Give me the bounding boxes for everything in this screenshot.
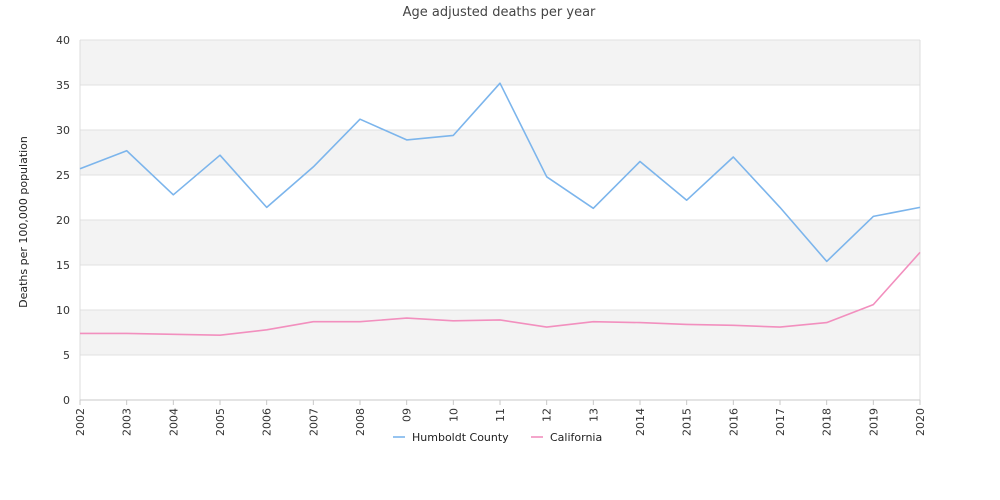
legend-label: Humboldt County [412, 431, 509, 444]
x-tick-label: 10 [447, 408, 460, 422]
x-tick-label: 2008 [354, 408, 367, 436]
y-tick-label: 15 [56, 259, 70, 272]
plot-band [80, 355, 920, 400]
x-tick-label: 2004 [167, 408, 180, 436]
plot-band [80, 40, 920, 85]
x-tick-label: 2005 [214, 408, 227, 436]
y-tick-label: 30 [56, 124, 70, 137]
chart-title: Age adjusted deaths per year [403, 5, 596, 20]
x-tick-label: 2019 [867, 408, 880, 436]
plot-band [80, 130, 920, 175]
x-tick-label: 09 [401, 408, 414, 422]
y-tick-label: 0 [63, 394, 70, 407]
x-tick-label: 2018 [821, 408, 834, 436]
y-axis-label: Deaths per 100,000 population [17, 136, 30, 308]
x-tick-label: 2017 [774, 408, 787, 436]
series-line [80, 251, 921, 337]
y-tick-label: 5 [63, 349, 70, 362]
series-line [79, 82, 921, 263]
plot-band [80, 265, 920, 310]
x-axis-ticks: 2002 2003 2004 2005 2006 2007 2008 09 10 11 12 13 20… [74, 400, 927, 436]
plot-band [80, 220, 920, 265]
y-tick-label: 10 [56, 304, 70, 317]
legend: Humboldt County California [393, 431, 602, 444]
x-tick-label: 2014 [634, 408, 647, 436]
legend-label: California [550, 431, 602, 444]
x-tick-label: 12 [541, 408, 554, 422]
plot-bands [80, 40, 920, 400]
plot-band [80, 175, 920, 220]
x-tick-label: 2015 [681, 408, 694, 436]
plot-band [80, 310, 920, 355]
x-tick-label: 2016 [727, 408, 740, 436]
x-tick-label: 2020 [914, 408, 927, 436]
series-lines [79, 82, 921, 337]
y-tick-label: 35 [56, 79, 70, 92]
y-tick-label: 40 [56, 34, 70, 47]
x-tick-label: 11 [494, 408, 507, 422]
y-axis-ticks: 0 5 10 15 20 25 30 35 40 [56, 34, 70, 407]
x-tick-label: 2003 [121, 408, 134, 436]
y-tick-label: 25 [56, 169, 70, 182]
x-tick-label: 2007 [307, 408, 320, 436]
x-tick-label: 13 [587, 408, 600, 422]
x-tick-label: 2006 [261, 408, 274, 436]
y-tick-label: 20 [56, 214, 70, 227]
plot-band [80, 85, 920, 130]
x-tick-label: 2002 [74, 408, 87, 436]
